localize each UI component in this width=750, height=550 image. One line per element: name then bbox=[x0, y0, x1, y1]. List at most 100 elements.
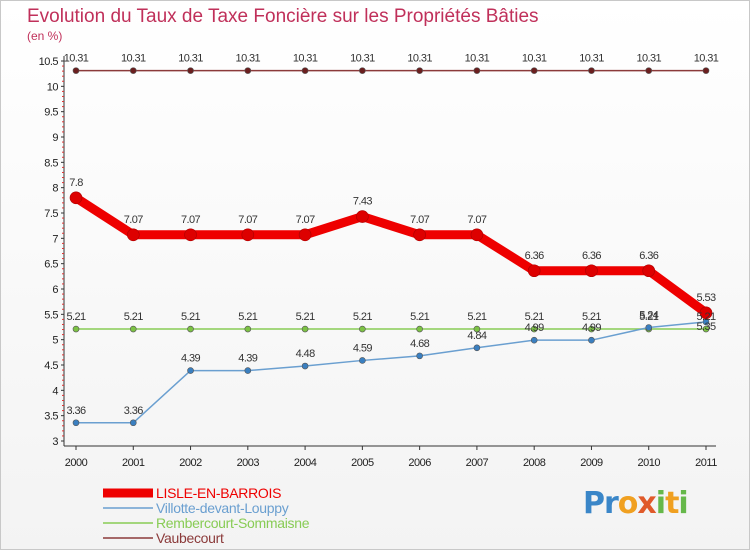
data-label: 4.99 bbox=[525, 322, 544, 334]
series-line-1 bbox=[75, 321, 707, 424]
data-point bbox=[356, 210, 369, 223]
data-label: 7.43 bbox=[353, 196, 372, 208]
data-label: 4.39 bbox=[181, 353, 200, 365]
y-tick-label: 4 bbox=[52, 385, 58, 397]
y-tick-label: 4.5 bbox=[44, 360, 58, 372]
y-tick-label: 5 bbox=[52, 335, 58, 347]
data-label: 5.21 bbox=[467, 311, 486, 323]
y-axis-unit: (en %) bbox=[27, 29, 63, 43]
data-point bbox=[301, 67, 309, 74]
data-label: 7.07 bbox=[410, 214, 429, 226]
data-point bbox=[359, 325, 366, 333]
data-label: 10.31 bbox=[178, 53, 203, 65]
data-point bbox=[588, 67, 595, 74]
data-label: 5.35 bbox=[696, 321, 715, 333]
y-tick-label: 6 bbox=[52, 284, 58, 296]
data-label: 5.21 bbox=[296, 311, 315, 323]
data-point bbox=[527, 264, 541, 278]
y-tick-label: 10 bbox=[47, 81, 59, 93]
y-tick-label: 6.5 bbox=[44, 259, 58, 271]
data-label: 7.07 bbox=[124, 214, 143, 226]
data-label: 10.31 bbox=[236, 53, 261, 65]
data-point bbox=[642, 264, 656, 278]
data-point bbox=[187, 67, 194, 74]
data-label: 4.39 bbox=[238, 353, 257, 365]
y-tick-label: 10.5 bbox=[39, 56, 59, 68]
data-point bbox=[241, 228, 255, 242]
data-label: 7.07 bbox=[238, 214, 257, 226]
data-label: 5.21 bbox=[582, 311, 601, 323]
x-tick-label: 2009 bbox=[580, 457, 603, 469]
y-tick-label: 3 bbox=[52, 436, 58, 448]
data-point bbox=[244, 367, 252, 374]
x-tick-label: 2000 bbox=[65, 457, 88, 469]
data-label: 10.31 bbox=[121, 53, 146, 65]
data-label: 5.21 bbox=[238, 311, 257, 323]
data-point bbox=[473, 344, 481, 352]
data-point bbox=[645, 324, 653, 331]
data-label: 6.36 bbox=[582, 250, 601, 262]
data-label: 5.21 bbox=[66, 311, 85, 323]
y-tick-label: 7.5 bbox=[44, 208, 58, 220]
y-tick-label: 9 bbox=[52, 132, 58, 144]
data-label: 10.31 bbox=[465, 53, 490, 65]
data-point bbox=[530, 325, 538, 333]
data-point bbox=[530, 67, 538, 74]
data-point bbox=[588, 336, 595, 344]
data-label: 10.31 bbox=[636, 53, 661, 65]
data-label: 10.31 bbox=[579, 53, 604, 65]
data-point bbox=[301, 325, 309, 333]
x-tick-label: 2010 bbox=[637, 457, 660, 469]
data-point bbox=[588, 325, 595, 333]
data-label: 5.21 bbox=[181, 311, 200, 323]
series-line-0 bbox=[71, 193, 711, 318]
data-point bbox=[416, 352, 423, 360]
data-label: 5.21 bbox=[353, 311, 372, 323]
legend-entry: Villotte-devant-Louppy bbox=[156, 500, 289, 516]
data-label: 5.21 bbox=[410, 311, 429, 323]
data-label: 10.31 bbox=[64, 53, 89, 65]
data-label: 7.07 bbox=[467, 214, 486, 226]
y-tick-label: 3.5 bbox=[44, 411, 58, 423]
data-point bbox=[184, 228, 197, 242]
data-label: 5.21 bbox=[525, 311, 544, 323]
data-label: 4.48 bbox=[296, 348, 315, 360]
data-point bbox=[187, 367, 194, 374]
y-tick-label: 8.5 bbox=[44, 157, 58, 169]
legend-entry: Rembercourt-Sommaisne bbox=[156, 515, 310, 531]
data-label: 5.21 bbox=[639, 311, 658, 323]
x-tick-label: 2008 bbox=[523, 457, 546, 469]
data-point bbox=[69, 191, 83, 205]
legend-entry: LISLE-EN-BARROIS bbox=[156, 485, 281, 501]
data-label: 6.36 bbox=[525, 250, 544, 262]
data-point bbox=[129, 325, 137, 333]
x-tick-label: 2011 bbox=[695, 457, 717, 469]
data-label: 4.99 bbox=[582, 322, 601, 334]
x-tick-label: 2002 bbox=[179, 457, 202, 469]
data-point bbox=[416, 67, 423, 74]
data-point bbox=[416, 325, 423, 333]
data-label: 10.31 bbox=[293, 53, 318, 65]
data-point bbox=[72, 67, 80, 74]
data-point bbox=[359, 357, 366, 364]
data-label: 6.36 bbox=[639, 250, 658, 262]
data-point bbox=[72, 325, 80, 333]
data-point bbox=[530, 336, 538, 344]
data-point bbox=[473, 325, 481, 333]
data-point bbox=[129, 67, 137, 74]
data-label: 4.84 bbox=[467, 330, 486, 342]
data-label: 10.31 bbox=[694, 53, 719, 65]
legend-entry: Vaubecourt bbox=[156, 530, 224, 546]
brand-logo: Proxiti bbox=[583, 486, 689, 521]
y-tick-label: 5.5 bbox=[44, 309, 58, 321]
x-tick-label: 2004 bbox=[294, 457, 317, 469]
data-point bbox=[645, 67, 653, 74]
data-label: 4.59 bbox=[353, 342, 372, 354]
x-tick-label: 2001 bbox=[122, 457, 145, 469]
data-point bbox=[473, 67, 481, 74]
data-point bbox=[298, 228, 312, 242]
x-tick-label: 2006 bbox=[408, 457, 431, 469]
data-label: 5.21 bbox=[696, 311, 715, 323]
data-label: 5.21 bbox=[124, 311, 143, 323]
chart-title: Evolution du Taux de Taxe Foncière sur l… bbox=[27, 6, 539, 27]
